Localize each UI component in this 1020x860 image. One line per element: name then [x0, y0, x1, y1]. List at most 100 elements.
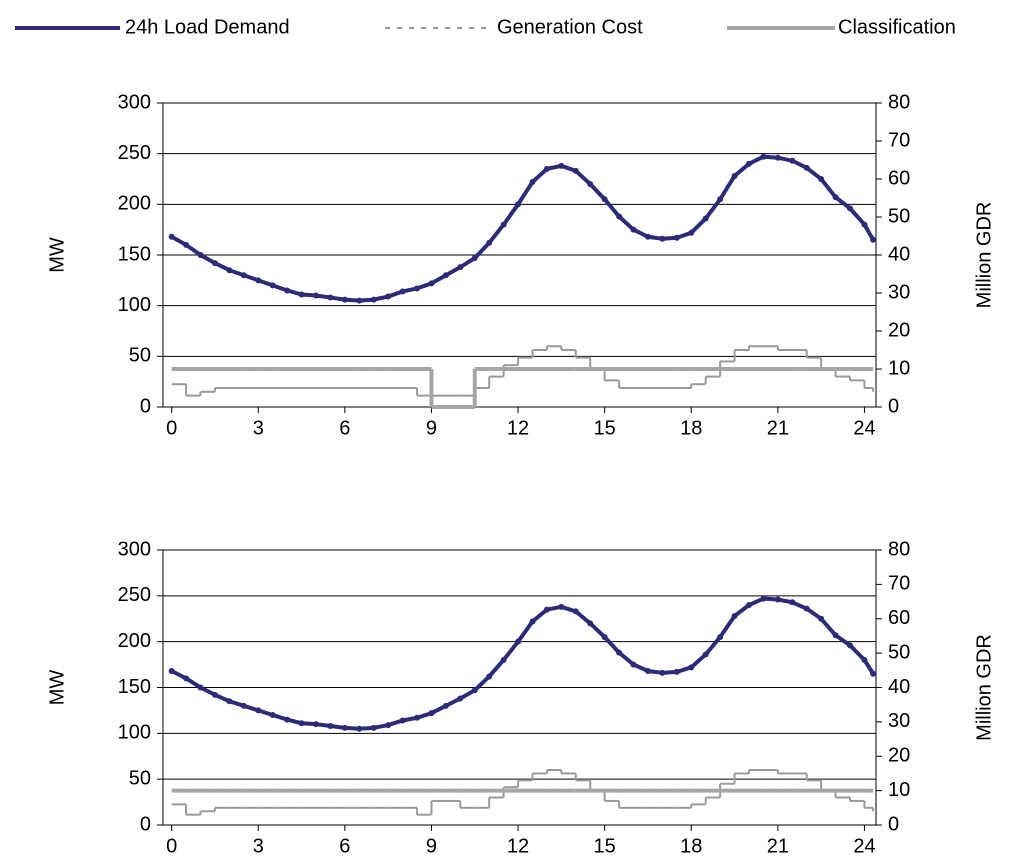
point — [774, 596, 781, 603]
point — [414, 714, 421, 721]
point — [789, 599, 796, 606]
point — [399, 288, 406, 295]
point — [717, 196, 724, 203]
point — [688, 664, 695, 671]
point — [168, 668, 175, 674]
y2-tick-label: 0 — [888, 813, 899, 835]
x-tick-label: 3 — [253, 835, 264, 857]
y-tick-label: 200 — [118, 193, 151, 215]
point — [486, 239, 493, 246]
point — [515, 201, 522, 208]
x-tick-label: 12 — [507, 417, 529, 439]
x-tick-label: 12 — [507, 835, 529, 857]
point — [644, 233, 651, 240]
point — [760, 595, 767, 602]
point — [572, 608, 579, 615]
y2-tick-label: 40 — [888, 676, 910, 698]
point — [298, 720, 305, 727]
x-tick-label: 0 — [166, 835, 177, 857]
point — [760, 153, 767, 160]
y2-tick-label: 80 — [888, 91, 910, 113]
point — [255, 707, 262, 714]
y2-tick-label: 0 — [888, 395, 899, 417]
point — [630, 226, 637, 233]
point — [688, 229, 695, 236]
point — [356, 297, 363, 304]
point — [197, 252, 204, 258]
x-tick-label: 6 — [339, 417, 350, 439]
point — [399, 717, 406, 724]
series-line — [170, 154, 875, 303]
point — [673, 234, 680, 241]
point — [240, 702, 247, 709]
y-tick-label: 300 — [118, 91, 151, 113]
point — [774, 154, 781, 161]
legend: 24h Load Demand Generation Cost Classifi… — [15, 16, 956, 38]
point — [428, 280, 435, 287]
point — [471, 687, 478, 694]
point — [370, 296, 377, 303]
point — [558, 162, 565, 169]
point — [298, 291, 305, 298]
point — [644, 668, 651, 674]
point — [717, 634, 724, 641]
point — [428, 710, 435, 717]
y2-tick-label: 20 — [888, 745, 910, 767]
y2-tick-label: 10 — [888, 779, 910, 801]
y-tick-label: 250 — [118, 142, 151, 164]
point — [183, 241, 190, 248]
point — [269, 282, 276, 289]
x-tick-label: 18 — [680, 835, 702, 857]
y-tick-label: 250 — [118, 584, 151, 606]
point — [183, 675, 190, 682]
point — [616, 649, 623, 656]
point — [587, 181, 594, 188]
point — [255, 277, 262, 284]
y2-tick-label: 70 — [888, 573, 910, 595]
point — [558, 603, 565, 610]
point — [601, 196, 608, 203]
point — [284, 287, 291, 294]
point — [572, 167, 579, 174]
point — [356, 725, 363, 732]
point — [341, 724, 348, 731]
point — [832, 194, 839, 201]
x-tick-label: 21 — [767, 417, 789, 439]
y-tick-label: 50 — [129, 767, 151, 789]
x-tick-label: 6 — [339, 835, 350, 857]
point — [543, 165, 550, 172]
point — [486, 673, 493, 680]
point — [269, 712, 276, 718]
point — [832, 632, 839, 639]
point — [731, 613, 738, 619]
point — [442, 272, 449, 279]
x-tick-label: 24 — [853, 417, 875, 439]
point — [702, 651, 709, 658]
point — [500, 657, 507, 663]
point — [861, 221, 868, 228]
x-tick-label: 24 — [853, 835, 875, 857]
point — [457, 264, 464, 271]
series-line — [170, 596, 875, 731]
x-tick-label: 9 — [426, 835, 437, 857]
x-tick-label: 21 — [767, 835, 789, 857]
y2-tick-label: 30 — [888, 281, 910, 303]
y2-tick-label: 50 — [888, 205, 910, 227]
y-axis-label: MW — [46, 237, 68, 273]
point — [870, 670, 877, 677]
point — [745, 602, 752, 608]
point — [731, 172, 738, 179]
y-tick-label: 300 — [118, 538, 151, 560]
point — [515, 638, 522, 645]
point — [818, 615, 825, 622]
point — [226, 267, 233, 274]
point — [442, 702, 449, 709]
point — [327, 294, 334, 301]
point — [341, 296, 348, 303]
y2-tick-label: 50 — [888, 641, 910, 663]
point — [803, 164, 810, 171]
point — [847, 642, 854, 649]
x-tick-label: 15 — [594, 835, 616, 857]
